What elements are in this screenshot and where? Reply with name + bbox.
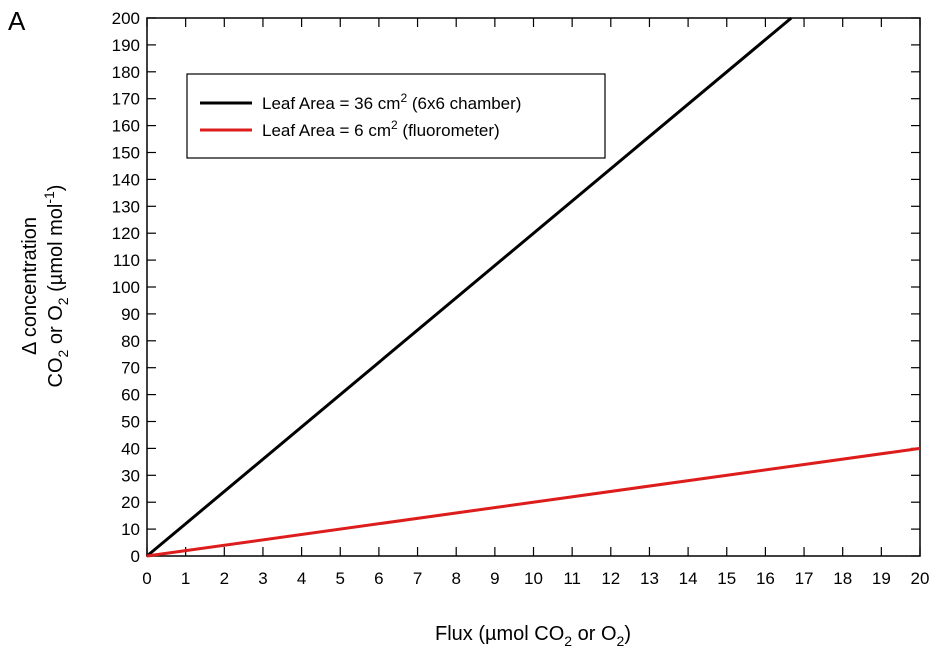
- y-axis-label-line1: Δ concentration: [19, 217, 41, 355]
- y-tick-label-80: 80: [121, 332, 140, 351]
- y-tick-label-180: 180: [112, 63, 140, 82]
- y-tick-label-0: 0: [131, 547, 140, 566]
- x-tick-label-18: 18: [833, 569, 852, 588]
- y-tick-label-20: 20: [121, 493, 140, 512]
- x-tick-label-7: 7: [413, 569, 422, 588]
- x-tick-label-15: 15: [717, 569, 736, 588]
- x-tick-label-12: 12: [601, 569, 620, 588]
- y-tick-label-110: 110: [113, 251, 140, 270]
- x-tick-label-0: 0: [142, 569, 151, 588]
- y-tick-label-190: 190: [112, 36, 140, 55]
- y-tick-label-30: 30: [121, 466, 140, 485]
- y-tick-label-60: 60: [121, 386, 140, 405]
- y-tick-label-50: 50: [121, 413, 140, 432]
- legend-label-36cm: Leaf Area = 36 cm2 (6x6 chamber): [262, 91, 521, 113]
- x-tick-label-9: 9: [490, 569, 499, 588]
- x-tick-label-6: 6: [374, 569, 383, 588]
- x-tick-label-1: 1: [181, 569, 190, 588]
- y-tick-label-90: 90: [121, 305, 140, 324]
- x-tick-label-13: 13: [640, 569, 659, 588]
- x-tick-label-10: 10: [524, 569, 543, 588]
- y-tick-label-200: 200: [112, 9, 140, 28]
- x-tick-label-11: 11: [563, 569, 581, 588]
- y-tick-label-130: 130: [112, 197, 140, 216]
- panel-label: A: [8, 6, 26, 36]
- y-axis-label-line2: CO2 or O2 (µmol mol-1): [41, 185, 71, 388]
- x-tick-label-5: 5: [336, 569, 345, 588]
- x-tick-label-4: 4: [297, 569, 306, 588]
- legend-label-6cm: Leaf Area = 6 cm2 (fluorometer): [262, 118, 500, 140]
- x-tick-label-8: 8: [451, 569, 460, 588]
- y-tick-label-120: 120: [112, 224, 140, 243]
- series-line-1: [147, 448, 920, 556]
- y-tick-label-70: 70: [121, 359, 140, 378]
- x-tick-label-17: 17: [795, 569, 814, 588]
- x-tick-label-2: 2: [220, 569, 229, 588]
- legend: Leaf Area = 36 cm2 (6x6 chamber) Leaf Ar…: [187, 74, 605, 158]
- chart: A 01020304050607080901001101201301401501…: [0, 0, 948, 661]
- x-tick-label-3: 3: [258, 569, 267, 588]
- y-tick-label-40: 40: [121, 439, 140, 458]
- x-tick-label-20: 20: [911, 569, 930, 588]
- legend-box: [187, 74, 605, 158]
- y-tick-label-150: 150: [112, 144, 140, 163]
- y-tick-label-140: 140: [112, 170, 140, 189]
- y-tick-label-10: 10: [121, 520, 140, 539]
- x-axis-label: Flux (µmol CO2 or O2): [435, 623, 631, 649]
- y-tick-label-170: 170: [112, 90, 140, 109]
- y-tick-label-160: 160: [112, 117, 140, 136]
- x-tick-label-14: 14: [679, 569, 698, 588]
- x-tick-label-19: 19: [872, 569, 891, 588]
- y-tick-label-100: 100: [112, 278, 140, 297]
- x-tick-label-16: 16: [756, 569, 775, 588]
